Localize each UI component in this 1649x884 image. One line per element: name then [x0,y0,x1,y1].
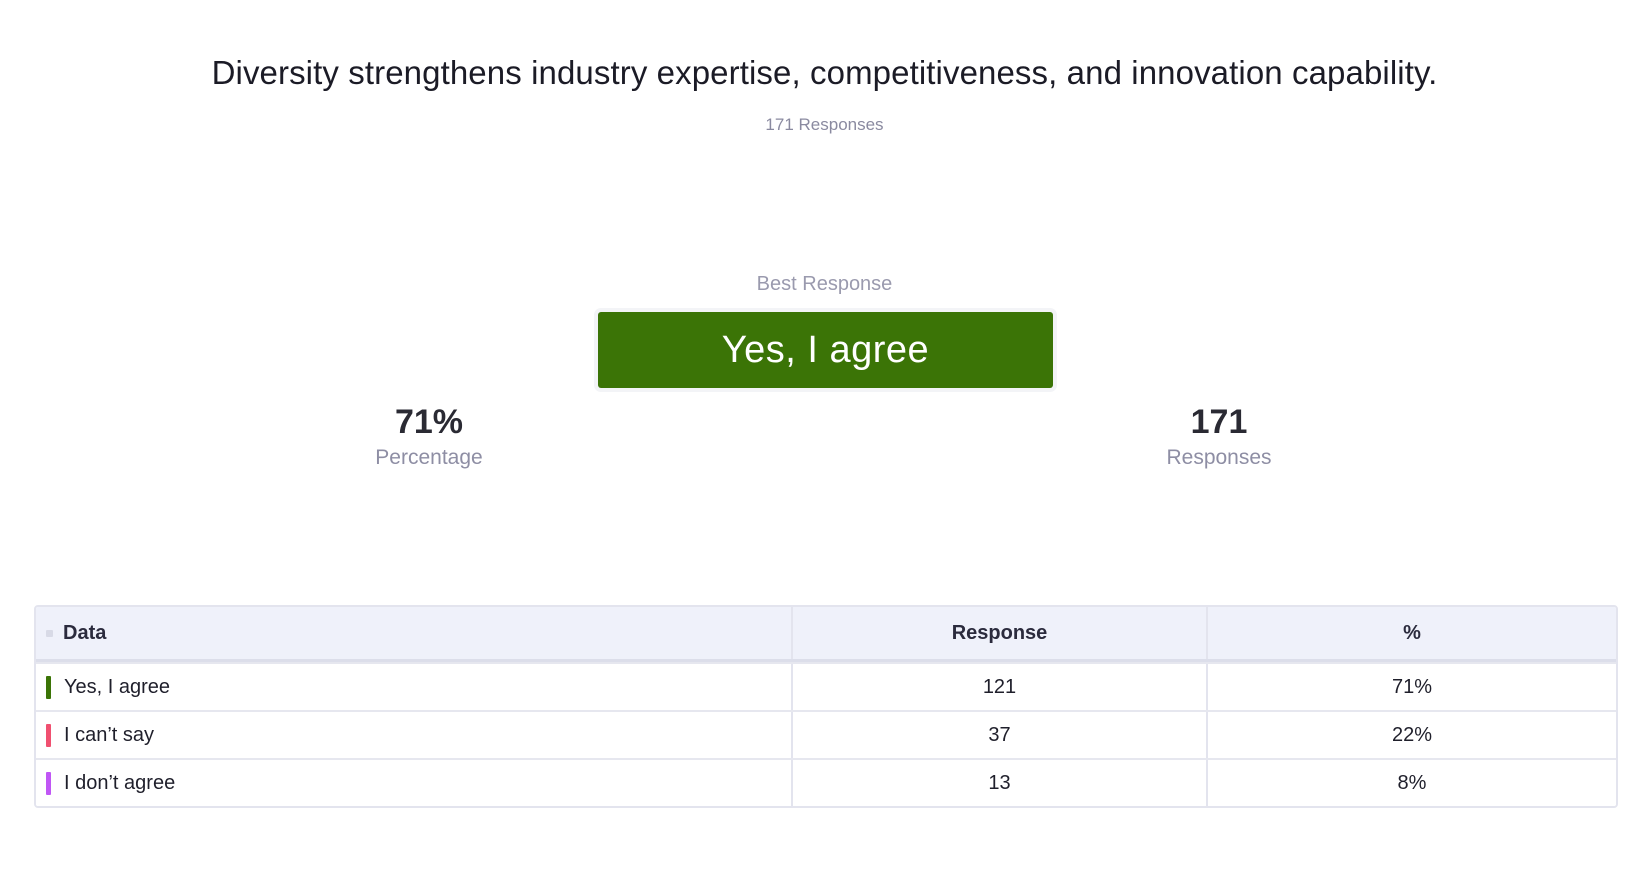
best-response-badge: Yes, I agree [598,312,1053,388]
header-percent-cell[interactable]: % [1206,607,1616,659]
results-table: Data Response % Yes, I agree 121 71% I c… [34,605,1618,808]
drag-handle-icon [46,629,53,637]
header-response-cell[interactable]: Response [791,607,1206,659]
row-percent-cell: 22% [1206,712,1616,758]
header-data-label: Data [63,621,107,644]
response-count: 171 Responses [765,115,884,134]
row-label-cell: I don’t agree [36,760,791,806]
responses-stat: 171 Responses [1069,402,1369,470]
responses-value: 171 [1190,403,1248,441]
color-indicator [46,771,51,795]
question-title: Diversity strengthens industry expertise… [211,54,1438,91]
percentage-stat: 71% Percentage [279,402,579,470]
header-response-label: Response [951,621,1048,644]
table-header-row: Data Response % [36,607,1616,662]
row-label: I can’t say [64,723,155,746]
row-response-cell: 121 [791,664,1206,710]
table-row: I don’t agree 13 8% [36,758,1616,806]
row-response-cell: 13 [791,760,1206,806]
color-indicator [46,723,51,747]
color-indicator [46,675,51,699]
best-response-label: Best Response [756,273,893,295]
table-row: I can’t say 37 22% [36,710,1616,758]
row-percent-cell: 71% [1206,664,1616,710]
header-percent-label: % [1403,621,1421,644]
row-label-cell: I can’t say [36,712,791,758]
table-row: Yes, I agree 121 71% [36,662,1616,710]
row-label: Yes, I agree [64,675,171,698]
responses-label: Responses [1166,446,1272,469]
percentage-label: Percentage [375,446,483,469]
row-response-cell: 37 [791,712,1206,758]
percentage-value: 71% [394,403,464,441]
header-data-cell[interactable]: Data [36,607,791,659]
row-percent-cell: 8% [1206,760,1616,806]
row-label: I don’t agree [64,771,176,794]
row-label-cell: Yes, I agree [36,664,791,710]
